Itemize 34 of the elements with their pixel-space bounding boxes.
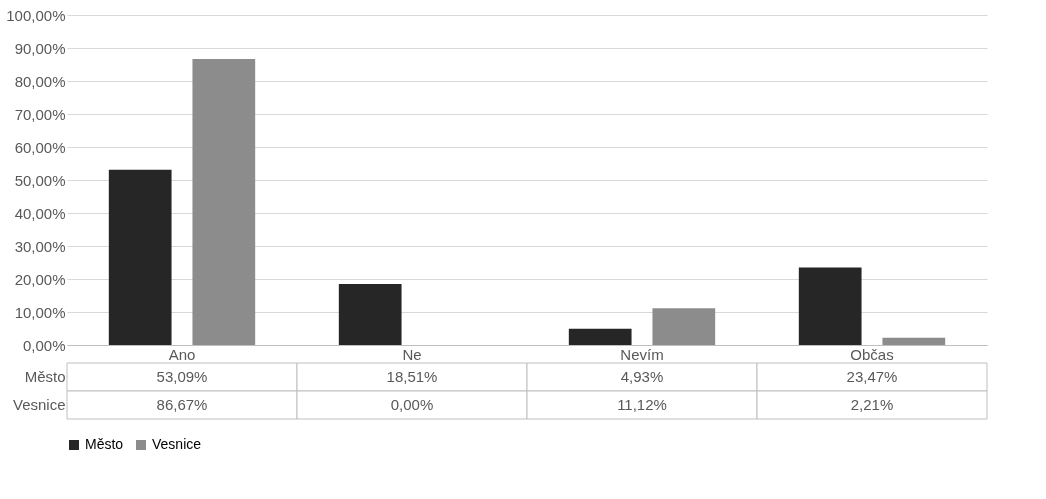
y-tick-label: 10,00% <box>14 303 66 321</box>
y-tick-label: 60,00% <box>14 138 66 156</box>
y-tick-label: 100,00% <box>6 6 66 24</box>
y-tick-label: 30,00% <box>14 237 66 255</box>
y-tick-label: 90,00% <box>14 39 66 57</box>
y-tick-label: 40,00% <box>14 204 66 222</box>
x-tick-label: Občas <box>850 345 894 363</box>
legend-label: Vesnice <box>152 436 202 452</box>
y-tick-label: 70,00% <box>14 105 66 123</box>
data-label: 2,21% <box>850 396 894 413</box>
y-tick-label: 80,00% <box>14 72 66 90</box>
x-tick-label: Nevím <box>620 345 664 363</box>
data-label: 4,93% <box>620 368 664 385</box>
data-label: 11,12% <box>617 396 667 413</box>
bar <box>338 283 402 345</box>
legend-label: Město <box>85 436 124 452</box>
data-label: 86,67% <box>156 396 208 413</box>
x-tick-label: Ano <box>168 345 196 363</box>
data-label: 18,51% <box>386 368 438 385</box>
text: Město <box>24 368 66 385</box>
bar <box>568 328 632 345</box>
bar <box>652 308 716 345</box>
data-label: 53,09% <box>156 368 208 385</box>
x-tick-label: Ne <box>402 345 422 363</box>
bar <box>192 58 256 345</box>
bar <box>882 337 946 345</box>
y-tick-label: 0,00% <box>22 336 66 354</box>
y-tick-label: 20,00% <box>14 270 66 288</box>
text: Vesnice <box>12 396 66 413</box>
bar <box>108 169 172 345</box>
y-tick-label: 50,00% <box>14 171 66 189</box>
bar <box>798 267 862 345</box>
data-label: 23,47% <box>846 368 898 385</box>
data-label: 0,00% <box>390 396 434 413</box>
